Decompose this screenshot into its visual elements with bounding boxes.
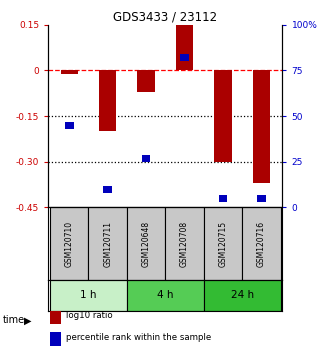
Bar — [65, 122, 74, 129]
Bar — [219, 195, 227, 202]
Bar — [204, 280, 281, 311]
Bar — [99, 70, 116, 131]
Text: log10 ratio: log10 ratio — [66, 312, 112, 320]
Text: GSM120715: GSM120715 — [218, 221, 228, 267]
Bar — [214, 70, 231, 162]
Text: GSM120710: GSM120710 — [65, 221, 74, 267]
Bar — [61, 70, 78, 74]
Text: 1 h: 1 h — [80, 290, 97, 300]
Title: GDS3433 / 23112: GDS3433 / 23112 — [113, 11, 217, 24]
Text: GSM120716: GSM120716 — [257, 221, 266, 267]
Bar — [50, 310, 61, 324]
Bar — [50, 332, 61, 346]
Text: GSM120708: GSM120708 — [180, 221, 189, 267]
Text: 24 h: 24 h — [230, 290, 254, 300]
Text: GSM120711: GSM120711 — [103, 221, 112, 267]
Bar — [180, 54, 189, 61]
Bar — [257, 195, 265, 202]
Bar — [89, 207, 127, 280]
Bar — [142, 155, 150, 161]
Bar — [127, 280, 204, 311]
Bar — [253, 70, 270, 183]
Bar — [176, 25, 193, 70]
Bar — [137, 70, 155, 92]
Text: GSM120648: GSM120648 — [142, 221, 151, 267]
Bar — [165, 207, 204, 280]
Bar — [50, 207, 89, 280]
Text: percentile rank within the sample: percentile rank within the sample — [66, 333, 211, 342]
Text: 4 h: 4 h — [157, 290, 174, 300]
Bar — [50, 280, 127, 311]
Bar — [103, 186, 112, 193]
Bar — [127, 207, 165, 280]
Text: ▶: ▶ — [24, 315, 31, 325]
Text: time: time — [3, 315, 25, 325]
Bar — [204, 207, 242, 280]
Bar — [242, 207, 281, 280]
